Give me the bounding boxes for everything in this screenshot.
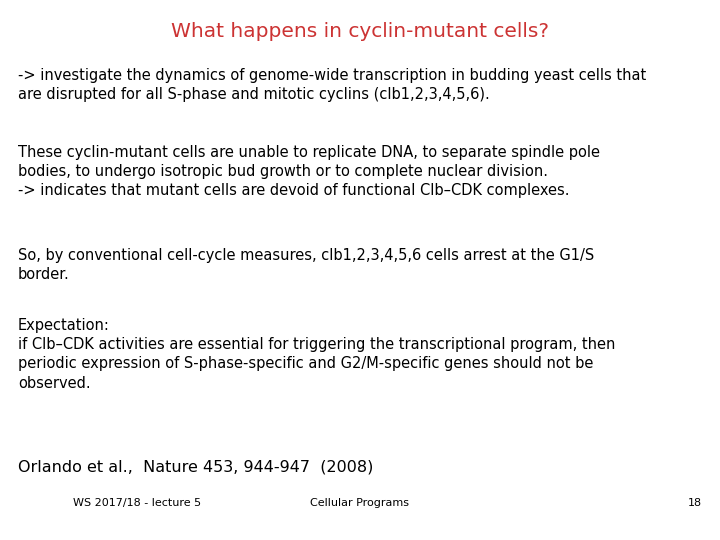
Text: Cellular Programs: Cellular Programs bbox=[310, 498, 410, 508]
Text: Expectation:
if Clb–CDK activities are essential for triggering the transcriptio: Expectation: if Clb–CDK activities are e… bbox=[18, 318, 616, 390]
Text: What happens in cyclin-mutant cells?: What happens in cyclin-mutant cells? bbox=[171, 22, 549, 41]
Text: These cyclin-mutant cells are unable to replicate DNA, to separate spindle pole
: These cyclin-mutant cells are unable to … bbox=[18, 145, 600, 198]
Text: Orlando et al.,  Nature 453, 944-947  (2008): Orlando et al., Nature 453, 944-947 (200… bbox=[18, 460, 374, 475]
Text: So, by conventional cell-cycle measures, clb1,2,3,4,5,6 cells arrest at the G1/S: So, by conventional cell-cycle measures,… bbox=[18, 248, 594, 282]
Text: -> investigate the dynamics of genome-wide transcription in budding yeast cells : -> investigate the dynamics of genome-wi… bbox=[18, 68, 647, 102]
Text: 18: 18 bbox=[688, 498, 702, 508]
Text: WS 2017/18 - lecture 5: WS 2017/18 - lecture 5 bbox=[73, 498, 201, 508]
